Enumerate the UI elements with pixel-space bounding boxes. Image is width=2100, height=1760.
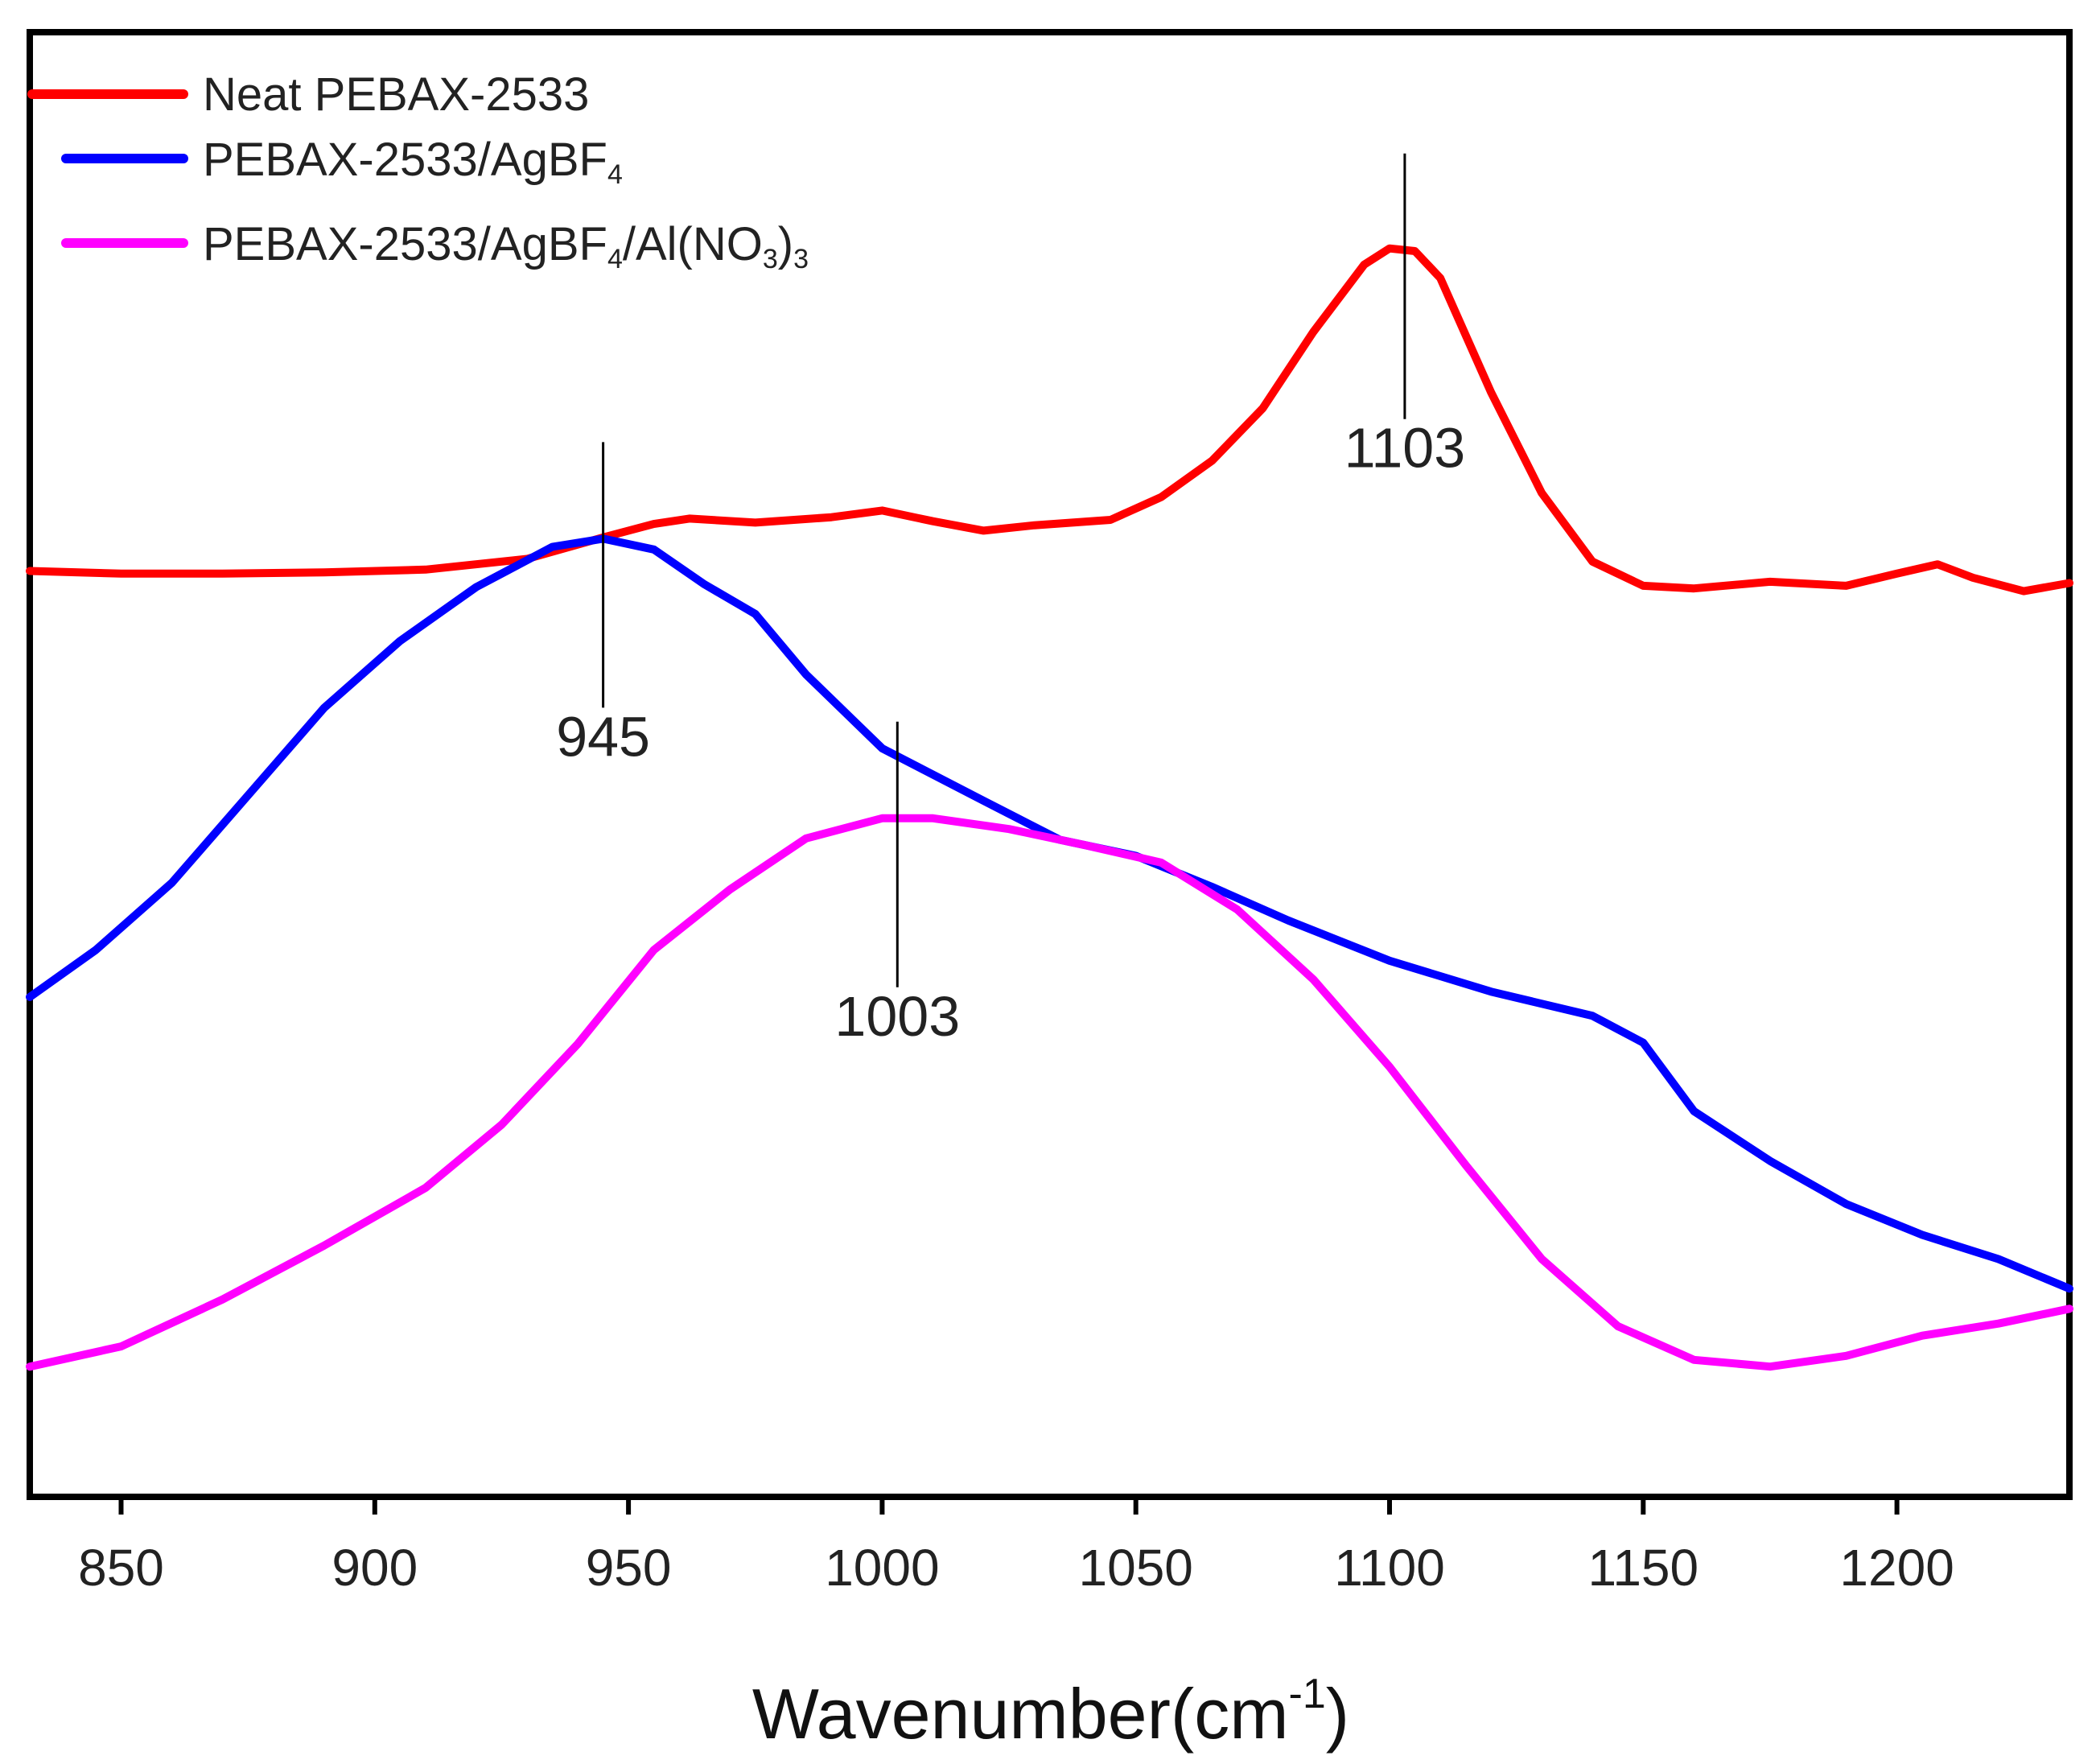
x-tick-label-1050: 1050	[1079, 1539, 1193, 1597]
x-axis-ticks: 850 900 950 1000 1050 1100 1150 1200	[78, 1497, 1954, 1597]
x-axis-title: Wavenumber(cm-1)	[752, 1671, 1349, 1754]
annotation-layer: 1103 945 1003	[556, 153, 1466, 1048]
x-tick-label-1000: 1000	[825, 1539, 939, 1597]
legend-label-alno3-sub1: 4	[607, 244, 623, 274]
peak-label-945: 945	[556, 705, 650, 768]
legend-label-alno3-sub2: 3	[763, 244, 778, 274]
x-tick-label-1150: 1150	[1587, 1539, 1699, 1597]
plot-frame	[27, 29, 2073, 1500]
x-tick-label-1100: 1100	[1334, 1539, 1445, 1597]
legend-label-pebax-agbf4-alno3: PEBAX-2533/AgBF4/Al(NO3)3	[203, 218, 809, 274]
legend-label-alno3-sub3: 3	[793, 244, 809, 274]
legend: Neat PEBAX-2533 PEBAX-2533/AgBF4 PEBAX-2…	[27, 68, 809, 274]
x-tick-label-950: 950	[586, 1539, 672, 1597]
x-tick-label-1200: 1200	[1839, 1539, 1954, 1597]
legend-label-alno3-mid: /Al(NO	[623, 218, 763, 270]
series-line-pebax-agbf4-alno3	[26, 814, 2073, 1371]
legend-label-pebax-agbf4-main: PEBAX-2533/AgBF	[203, 134, 607, 186]
legend-label-alno3-end: )	[778, 218, 793, 270]
legend-label-pebax-agbf4: PEBAX-2533/AgBF4	[203, 134, 623, 190]
legend-label-neat-pebax: Neat PEBAX-2533	[203, 68, 589, 121]
legend-label-alno3-main: PEBAX-2533/AgBF	[203, 218, 607, 270]
series-layer	[26, 244, 2073, 1371]
peak-label-1003: 1003	[834, 985, 960, 1048]
x-tick-label-850: 850	[78, 1539, 164, 1597]
x-axis-title-main: Wavenumber(cm	[752, 1674, 1289, 1754]
x-axis-title-close: )	[1326, 1674, 1349, 1754]
series-line-pebax-agbf4	[26, 534, 2073, 1293]
legend-label-neat-pebax-main: Neat PEBAX-2533	[203, 68, 589, 121]
x-axis-title-sup: -1	[1289, 1671, 1326, 1717]
peak-label-1103: 1103	[1344, 417, 1466, 480]
x-tick-label-900: 900	[331, 1539, 418, 1597]
legend-label-pebax-agbf4-sub: 4	[607, 159, 623, 190]
